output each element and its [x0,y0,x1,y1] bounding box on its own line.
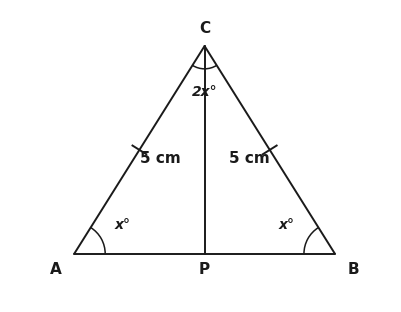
Text: P: P [199,262,210,277]
Text: 5 cm: 5 cm [140,151,180,166]
Text: x°: x° [114,218,130,232]
Text: A: A [50,262,62,277]
Text: x°: x° [279,218,295,232]
Text: C: C [199,21,210,36]
Text: 2x°: 2x° [192,85,217,99]
Text: B: B [347,262,359,277]
Text: 5 cm: 5 cm [229,151,269,166]
